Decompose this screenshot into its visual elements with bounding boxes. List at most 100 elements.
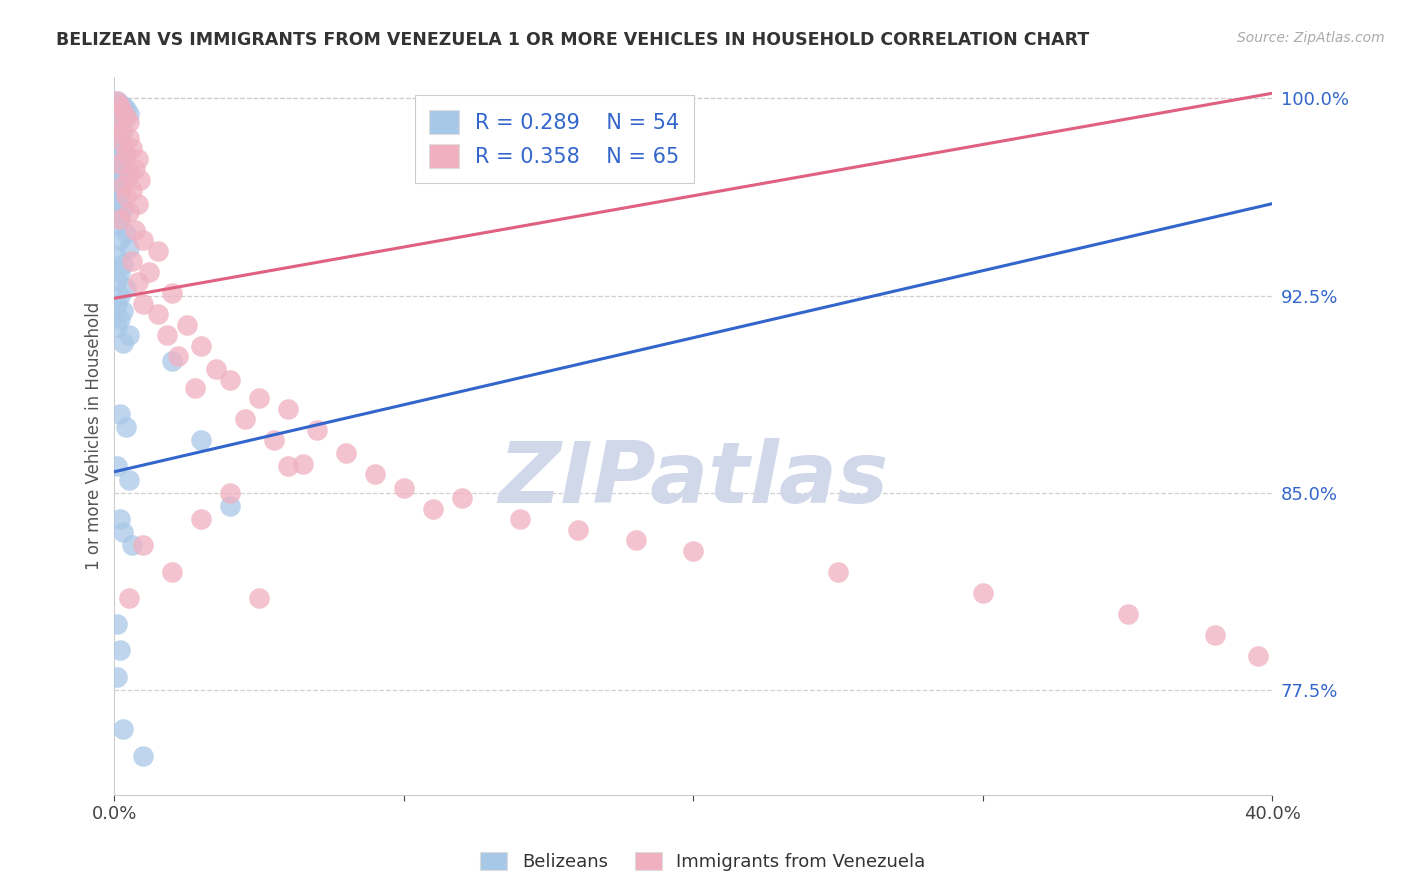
Point xyxy=(112,723,135,737)
Point xyxy=(118,591,141,605)
Point xyxy=(105,218,128,232)
Point xyxy=(112,202,135,216)
Point xyxy=(108,157,131,171)
Point xyxy=(121,538,143,552)
Point xyxy=(105,249,128,263)
Point xyxy=(247,591,270,605)
Point xyxy=(335,446,357,460)
Point xyxy=(108,288,131,302)
Point xyxy=(105,178,128,193)
Point xyxy=(162,285,184,300)
Point xyxy=(233,412,256,426)
Point xyxy=(108,312,131,326)
Point xyxy=(112,525,135,540)
Point xyxy=(118,165,141,179)
Point xyxy=(190,338,212,352)
Point xyxy=(167,349,190,363)
Point xyxy=(112,104,135,119)
Point xyxy=(827,565,849,579)
Point xyxy=(115,226,138,240)
Text: ZIPatlas: ZIPatlas xyxy=(498,438,889,521)
Legend: R = 0.289    N = 54, R = 0.358    N = 65: R = 0.289 N = 54, R = 0.358 N = 65 xyxy=(415,95,695,183)
Point xyxy=(105,112,128,127)
Point xyxy=(105,120,128,135)
Point xyxy=(108,407,131,421)
Point xyxy=(112,123,135,137)
Point xyxy=(105,94,128,108)
Point xyxy=(162,565,184,579)
Point xyxy=(219,485,242,500)
Point xyxy=(190,512,212,526)
Point xyxy=(176,318,198,332)
Point xyxy=(108,512,131,526)
Point xyxy=(118,473,141,487)
Point xyxy=(118,241,141,255)
Point xyxy=(108,160,131,174)
Point xyxy=(115,146,138,161)
Point xyxy=(115,110,138,124)
Point xyxy=(118,131,141,145)
Point xyxy=(624,533,647,547)
Point xyxy=(1204,628,1226,642)
Point xyxy=(112,170,135,185)
Point xyxy=(105,154,128,169)
Point xyxy=(263,433,285,447)
Y-axis label: 1 or more Vehicles in Household: 1 or more Vehicles in Household xyxy=(86,302,103,570)
Point xyxy=(146,307,169,321)
Point xyxy=(277,459,299,474)
Point xyxy=(108,210,131,224)
Point xyxy=(247,391,270,405)
Point xyxy=(132,748,155,763)
Point xyxy=(108,136,131,150)
Point xyxy=(307,423,329,437)
Point xyxy=(121,184,143,198)
Point xyxy=(127,152,149,166)
Point xyxy=(105,296,128,310)
Point xyxy=(105,617,128,632)
Point xyxy=(162,801,184,815)
Point xyxy=(129,173,152,187)
Point xyxy=(112,178,135,193)
Point xyxy=(121,254,143,268)
Point xyxy=(450,491,472,505)
Point xyxy=(108,643,131,657)
Point xyxy=(132,234,155,248)
Point xyxy=(127,276,149,290)
Point xyxy=(108,234,131,248)
Point xyxy=(115,281,138,295)
Point xyxy=(190,828,212,842)
Point xyxy=(364,467,387,482)
Point xyxy=(105,273,128,287)
Point xyxy=(112,257,135,271)
Point xyxy=(138,265,160,279)
Point xyxy=(118,328,141,343)
Point xyxy=(219,373,242,387)
Point xyxy=(132,538,155,552)
Point xyxy=(184,381,207,395)
Point xyxy=(291,457,314,471)
Point xyxy=(105,194,128,208)
Point xyxy=(105,459,128,474)
Point xyxy=(972,585,994,599)
Point xyxy=(162,354,184,368)
Text: BELIZEAN VS IMMIGRANTS FROM VENEZUELA 1 OR MORE VEHICLES IN HOUSEHOLD CORRELATIO: BELIZEAN VS IMMIGRANTS FROM VENEZUELA 1 … xyxy=(56,31,1090,49)
Point xyxy=(108,118,131,132)
Point xyxy=(112,304,135,318)
Point xyxy=(118,204,141,219)
Point xyxy=(127,196,149,211)
Point xyxy=(108,99,131,113)
Point xyxy=(392,481,415,495)
Point xyxy=(105,131,128,145)
Point xyxy=(105,670,128,684)
Point xyxy=(118,115,141,129)
Point xyxy=(108,96,131,111)
Point xyxy=(1116,607,1139,621)
Point xyxy=(112,99,135,113)
Point xyxy=(108,212,131,227)
Point xyxy=(277,401,299,416)
Point xyxy=(121,141,143,155)
Point xyxy=(509,512,531,526)
Point xyxy=(190,433,212,447)
Point xyxy=(112,136,135,150)
Point xyxy=(124,162,146,177)
